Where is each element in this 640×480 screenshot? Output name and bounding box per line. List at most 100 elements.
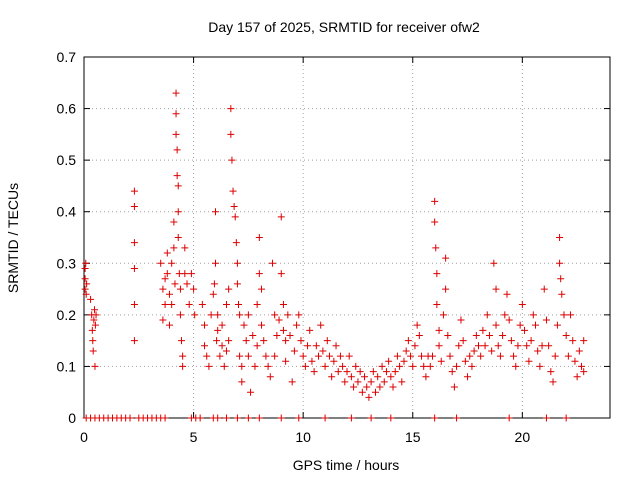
data-point: [181, 270, 189, 278]
data-point: [92, 311, 100, 319]
data-point: [236, 311, 244, 319]
data-point: [492, 285, 500, 293]
data-point: [369, 368, 377, 376]
data-point: [542, 316, 550, 324]
data-point: [170, 218, 178, 226]
data-point: [312, 342, 320, 350]
data-point: [374, 373, 382, 381]
data-point: [171, 280, 179, 288]
data-point: [81, 285, 89, 293]
data-point: [501, 311, 509, 319]
data-point: [228, 156, 236, 164]
data-point: [334, 368, 342, 376]
data-point: [201, 342, 209, 350]
data-point: [178, 337, 186, 345]
data-point: [187, 270, 195, 278]
data-point: [376, 383, 384, 391]
data-point: [244, 311, 252, 319]
data-point: [580, 368, 588, 376]
data-point: [494, 342, 502, 350]
data-point: [284, 311, 292, 319]
y-tick-label: 0.3: [57, 255, 77, 271]
data-point: [227, 105, 235, 113]
data-point: [87, 295, 95, 303]
grid-lines: [84, 57, 610, 418]
data-point: [367, 414, 375, 422]
data-point: [168, 301, 176, 309]
data-point: [91, 321, 99, 329]
data-point: [216, 352, 224, 360]
data-point: [455, 342, 463, 350]
data-point: [431, 197, 439, 205]
data-point: [407, 352, 415, 360]
data-point: [431, 218, 439, 226]
data-point: [179, 362, 187, 370]
data-point: [387, 373, 395, 381]
data-point: [227, 130, 235, 138]
data-point: [330, 357, 338, 365]
data-point: [396, 362, 404, 370]
data-point: [255, 270, 263, 278]
data-point: [222, 414, 230, 422]
data-point: [220, 362, 228, 370]
data-point: [174, 208, 182, 216]
data-point: [260, 337, 268, 345]
data-point: [165, 321, 173, 329]
data-point: [347, 414, 355, 422]
data-point: [244, 352, 252, 360]
data-point: [255, 234, 263, 241]
data-point: [413, 321, 421, 329]
data-point: [439, 311, 447, 319]
data-point: [242, 337, 250, 345]
data-point: [545, 342, 553, 350]
data-point: [556, 259, 564, 267]
data-point: [488, 347, 496, 355]
data-point: [176, 311, 184, 319]
data-point: [214, 414, 222, 422]
data-point: [470, 347, 478, 355]
data-point: [262, 352, 270, 360]
data-point: [433, 301, 441, 309]
data-point: [89, 337, 97, 345]
data-point: [391, 368, 399, 376]
data-point: [238, 378, 246, 386]
data-point: [159, 285, 167, 293]
data-point: [560, 311, 568, 319]
data-point: [371, 388, 379, 396]
y-tick-label: 0.5: [57, 152, 77, 168]
data-point: [238, 362, 246, 370]
y-tick-label: 0: [68, 410, 76, 426]
x-tick-label: 15: [405, 429, 421, 445]
data-point: [282, 357, 290, 365]
y-tick-label: 0.1: [57, 358, 77, 374]
data-point: [343, 368, 351, 376]
data-point: [347, 373, 355, 381]
data-point: [170, 244, 178, 252]
data-point: [163, 249, 171, 257]
y-tick-label: 0.2: [57, 307, 77, 323]
data-point: [450, 383, 458, 391]
x-tick-label: 0: [80, 429, 88, 445]
data-point: [297, 337, 305, 345]
data-point: [418, 352, 426, 360]
data-point: [580, 337, 588, 345]
data-point: [174, 182, 182, 190]
data-point: [130, 264, 138, 272]
data-point: [332, 342, 340, 350]
data-point: [310, 368, 318, 376]
data-point: [483, 311, 491, 319]
data-point: [293, 321, 301, 329]
data-point: [365, 393, 373, 401]
data-point: [321, 362, 329, 370]
data-point: [247, 388, 255, 396]
data-point: [277, 414, 285, 422]
data-point: [461, 357, 469, 365]
data-point: [225, 285, 233, 293]
data-point: [230, 203, 238, 211]
data-point: [435, 342, 443, 350]
data-point: [479, 326, 487, 334]
plot-frame: [83, 56, 611, 419]
data-point: [363, 383, 371, 391]
data-point: [229, 187, 237, 195]
data-point: [288, 378, 296, 386]
